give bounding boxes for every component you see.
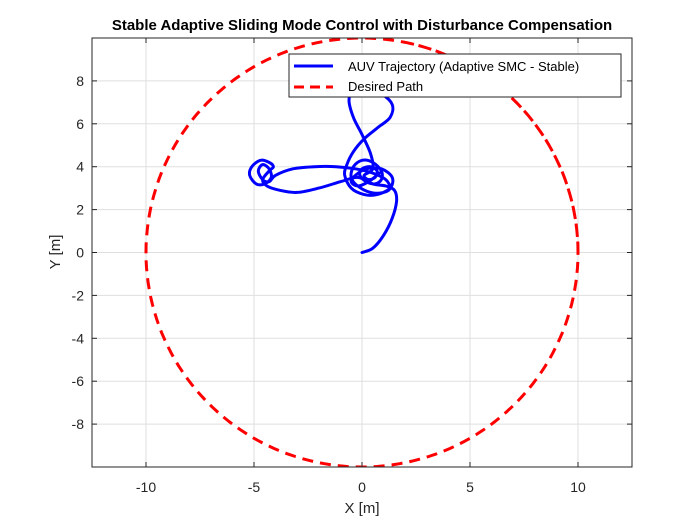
x-tick-label: 5 — [466, 479, 474, 495]
y-tick-label: 0 — [76, 245, 84, 261]
y-tick-label: -2 — [72, 287, 85, 303]
x-tick-label: 10 — [570, 479, 586, 495]
y-axis-label: Y [m] — [47, 235, 64, 270]
y-tick-label: -8 — [72, 416, 85, 432]
y-tick-label: 2 — [76, 202, 84, 218]
x-axis-label: X [m] — [344, 500, 379, 517]
y-tick-label: 8 — [76, 73, 84, 89]
y-tick-label: -4 — [72, 330, 85, 346]
x-tick-label: -10 — [136, 479, 156, 495]
y-ticks: -8 -6 -4 -2 0 2 4 6 8 — [72, 73, 632, 432]
series-auv-trajectory — [247, 85, 399, 254]
series-layer — [144, 38, 580, 467]
x-ticks: -10 -5 0 5 10 — [136, 38, 586, 495]
y-tick-label: -6 — [72, 373, 85, 389]
legend-label-auv: AUV Trajectory (Adaptive SMC - Stable) — [348, 59, 579, 74]
legend-label-desired: Desired Path — [348, 79, 423, 94]
y-tick-label: 6 — [76, 116, 84, 132]
legend: AUV Trajectory (Adaptive SMC - Stable) D… — [288, 53, 622, 98]
legend-box — [288, 53, 622, 98]
chart-title: Stable Adaptive Sliding Mode Control wit… — [112, 17, 612, 34]
x-tick-label: -5 — [248, 479, 261, 495]
y-tick-label: 4 — [76, 159, 84, 175]
x-tick-label: 0 — [358, 479, 366, 495]
series-desired-path — [144, 38, 580, 467]
